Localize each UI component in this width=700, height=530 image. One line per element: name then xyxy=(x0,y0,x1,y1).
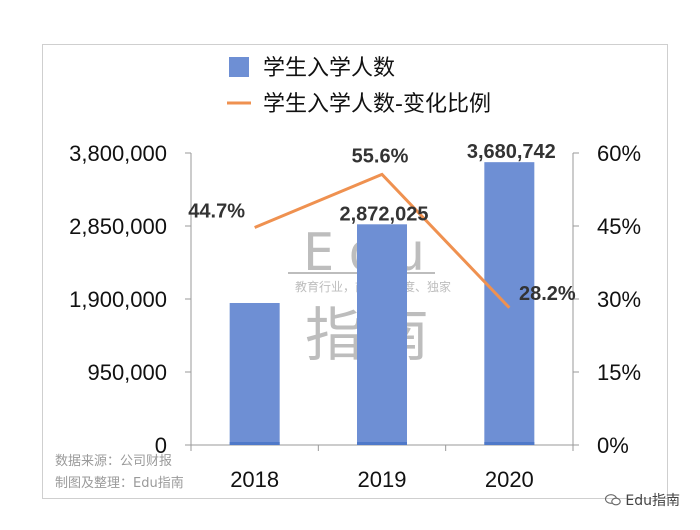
legend-line-label: 学生入学人数-变化比例 xyxy=(263,92,491,117)
line-series xyxy=(254,172,511,309)
x-tick-label: 2020 xyxy=(485,467,534,492)
line-data-label: 44.7% xyxy=(188,200,245,222)
bar xyxy=(229,302,280,445)
y-right-tick-label: 60% xyxy=(597,141,641,166)
x-tick-label: 2018 xyxy=(230,467,279,492)
x-tick-label: 2019 xyxy=(358,467,407,492)
bar-base xyxy=(357,442,407,445)
bar-base xyxy=(229,442,280,445)
credit-note: 制图及整理：Edu指南 xyxy=(55,476,184,491)
bar xyxy=(484,162,535,445)
legend-bar-label: 学生入学人数 xyxy=(263,56,395,81)
y-left-tick-label: 3,800,000 xyxy=(69,141,167,166)
bar xyxy=(357,224,407,445)
bar-data-label: 2,872,025 xyxy=(340,203,429,225)
y-right-tick-label: 45% xyxy=(597,214,641,239)
y-left-tick-label: 2,850,000 xyxy=(69,214,167,239)
y-left-tick-label: 0 xyxy=(155,433,167,458)
source-note: 数据来源：公司财报 xyxy=(55,454,173,469)
legend-bar-swatch xyxy=(229,57,249,77)
bar-base xyxy=(484,442,535,445)
bar-data-label: 3,680,742 xyxy=(467,141,556,163)
brand-label: Edu指南 xyxy=(625,493,680,509)
brand-tag: Edu指南 xyxy=(605,490,680,510)
line-data-label: 55.6% xyxy=(352,145,409,167)
bar-series xyxy=(229,162,535,445)
y-right-tick-label: 0% xyxy=(597,433,629,458)
line-data-label: 28.2% xyxy=(519,283,576,305)
wechat-icon xyxy=(605,494,622,506)
data-labels: 2,872,025 3,680,742 44.7% 55.6% 28.2% xyxy=(188,141,576,305)
y-right-tick-label: 30% xyxy=(597,287,641,312)
y-left-tick-label: 1,900,000 xyxy=(69,287,167,312)
y-right-tick-label: 15% xyxy=(597,360,641,385)
y-left-tick-label: 950,000 xyxy=(87,360,167,385)
